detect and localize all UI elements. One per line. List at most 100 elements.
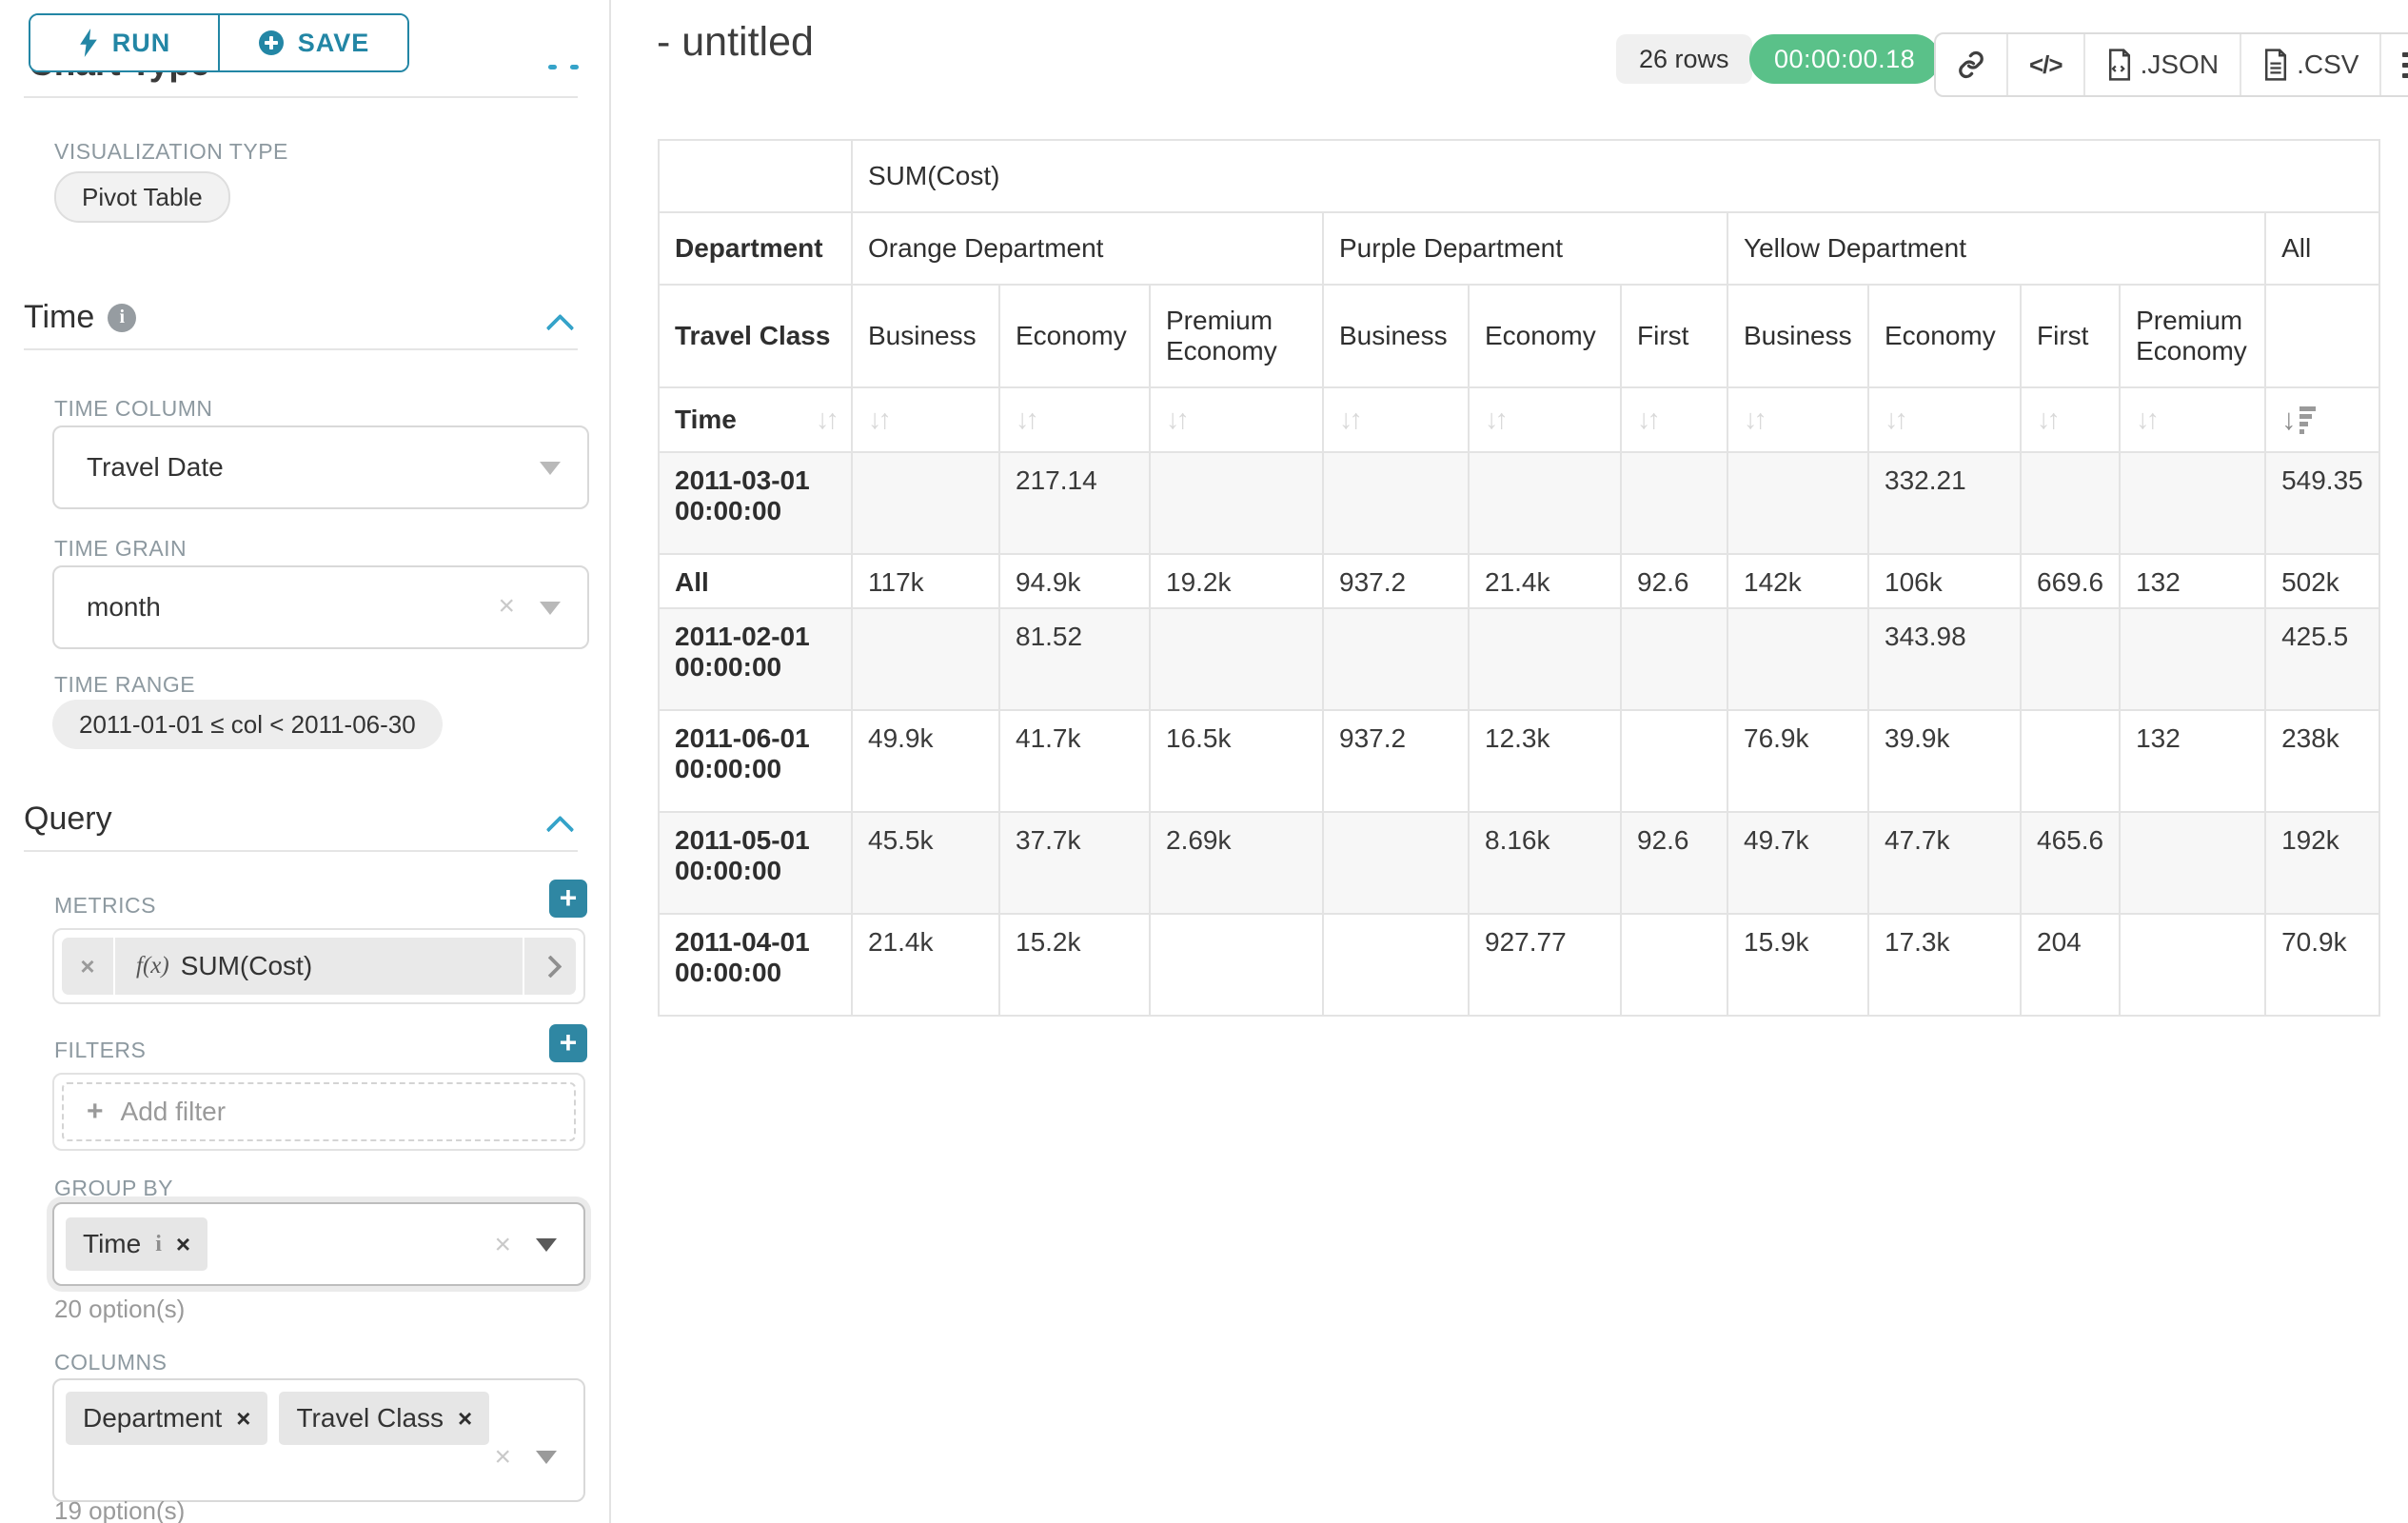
pivot-value-cell: 106k [1867, 553, 2022, 609]
travel-class-header-cell: Business [1322, 284, 1470, 388]
row-header-cell: 2011-05-01 00:00:00 [658, 811, 853, 915]
export-csv-button[interactable]: .CSV [2240, 34, 2379, 95]
add-filter-plus-button[interactable] [549, 1024, 587, 1062]
sort-icon[interactable]: ↓↑ [1485, 404, 1509, 435]
save-button[interactable]: SAVE [218, 15, 407, 70]
pivot-value-cell [1727, 607, 1869, 711]
sort-icon[interactable]: ↓↑ [1744, 404, 1767, 435]
group-by-label: GROUP BY [54, 1176, 173, 1200]
time-column-select[interactable]: Travel Date [52, 425, 589, 509]
sort-header-cell[interactable]: ↓↑ [1322, 386, 1470, 453]
pivot-value-cell [1727, 451, 1869, 555]
pivot-value-cell: 37.7k [998, 811, 1151, 915]
sort-icon[interactable]: ↓↑ [2037, 404, 2061, 435]
export-json-button[interactable]: .JSON [2082, 34, 2240, 95]
sort-header-cell[interactable]: ↓↑ [1149, 386, 1324, 453]
sort-header-cell[interactable]: ↓↑ [1468, 386, 1622, 453]
sort-icon[interactable]: ↓↑ [1339, 404, 1363, 435]
sort-icon[interactable]: ↓↑ [2136, 404, 2160, 435]
pivot-value-cell: 41.7k [998, 709, 1151, 813]
chevron-up-icon[interactable] [545, 815, 575, 844]
department-header-cell: Purple Department [1322, 211, 1728, 286]
remove-chip-icon[interactable] [458, 1404, 472, 1434]
sort-header-cell[interactable]: ↓↑ [2119, 386, 2267, 453]
pivot-table-container: SUM(Cost) Department Orange Department Purp… [658, 139, 2380, 1017]
travel-class-header-cell: Economy [1867, 284, 2022, 388]
time-range-pill[interactable]: 2011-01-01 ≤ col < 2011-06-30 [52, 700, 443, 749]
remove-chip-icon[interactable] [176, 1230, 190, 1259]
export-toolbar: </> .JSON .CSV [1934, 32, 2408, 97]
remove-metric-icon[interactable] [62, 938, 115, 995]
group-by-chip[interactable]: Time [66, 1217, 208, 1271]
metric-pill[interactable]: f(x) SUM(Cost) [62, 938, 576, 995]
pivot-table-body: 2011-03-01 00:00:00 217.14 332.21 549.35 All… [658, 451, 2380, 1017]
metric-content: f(x) SUM(Cost) [115, 938, 523, 995]
sort-header-cell[interactable]: ↓↑ [998, 386, 1151, 453]
more-options-button[interactable] [2379, 34, 2408, 95]
sort-header-cell[interactable]: ↓↑ [2019, 386, 2122, 453]
sort-icon[interactable]: ↓↑ [816, 404, 839, 435]
travel-class-header-cell: First [1620, 284, 1728, 388]
sort-icon[interactable]: ↓↑ [1637, 404, 1661, 435]
pivot-value-cell: 142k [1727, 553, 1869, 609]
row-dimension-label: Time ↓↑ [658, 386, 853, 453]
clear-x-icon[interactable]: × [498, 590, 515, 622]
add-filter-button[interactable]: Add filter [62, 1082, 576, 1141]
add-metric-button[interactable] [549, 880, 587, 918]
clear-x-icon[interactable]: × [494, 1229, 511, 1260]
pivot-value-cell: 117k [851, 553, 1000, 609]
time-grain-select[interactable]: month × [52, 565, 589, 649]
columns-select[interactable]: Department Travel Class × [52, 1378, 585, 1502]
function-icon: f(x) [136, 953, 169, 979]
pivot-value-cell: 16.5k [1149, 709, 1324, 813]
visualization-type-pill[interactable]: Pivot Table [54, 171, 230, 223]
row-header-cell: 2011-04-01 00:00:00 [658, 913, 853, 1017]
panel-divider [609, 0, 611, 1523]
pivot-value-cell [1468, 451, 1622, 555]
metric-expand-segment[interactable] [523, 938, 576, 995]
pivot-value-cell [1322, 913, 1470, 1017]
query-section-heading: Query [24, 801, 112, 838]
info-icon [155, 1232, 162, 1257]
metric-value: SUM(Cost) [180, 951, 313, 980]
pivot-value-cell: 238k [2264, 709, 2380, 813]
sort-desc-icon[interactable]: ↓ [2281, 403, 2316, 437]
pivot-value-cell: 49.7k [1727, 811, 1869, 915]
sort-icon[interactable]: ↓↑ [1885, 404, 1908, 435]
pivot-value-cell: 549.35 [2264, 451, 2380, 555]
travel-class-header-cell: Economy [1468, 284, 1622, 388]
clear-x-icon[interactable]: × [494, 1441, 511, 1473]
sort-header-cell[interactable]: ↓↑ [851, 386, 1000, 453]
pivot-value-cell: 927.77 [1468, 913, 1622, 1017]
sort-header-cell[interactable]: ↓↑ [1867, 386, 2022, 453]
embed-code-button[interactable]: </> [2006, 34, 2083, 95]
pivot-value-cell [1149, 451, 1324, 555]
sort-header-cell[interactable]: ↓↑ [1620, 386, 1728, 453]
copy-link-button[interactable] [1936, 34, 2006, 95]
travel-class-header-row: Travel Class Business Economy Premium Econo… [658, 284, 2380, 388]
chevron-up-icon[interactable] [545, 313, 575, 343]
row-header-cell: 2011-03-01 00:00:00 [658, 451, 853, 555]
columns-chip[interactable]: Department [66, 1392, 268, 1445]
column-dimension-label: Travel Class [658, 284, 853, 388]
sort-icon[interactable]: ↓↑ [1166, 404, 1190, 435]
columns-chip-label: Department [83, 1403, 223, 1433]
travel-class-header-cell: Premium Economy [2119, 284, 2267, 388]
section-divider [24, 348, 578, 350]
sort-header-cell[interactable]: ↓↑ [1727, 386, 1869, 453]
run-button[interactable]: RUN [30, 15, 218, 70]
chart-title: - untitled [657, 19, 814, 65]
pivot-value-cell [2119, 607, 2267, 711]
pivot-data-row: 2011-03-01 00:00:00 217.14 332.21 549.35 [658, 451, 2380, 555]
sort-icon[interactable]: ↓↑ [1016, 404, 1039, 435]
columns-chip[interactable]: Travel Class [279, 1392, 490, 1445]
metric-header-cell: SUM(Cost) [851, 139, 2380, 213]
pivot-value-cell [1149, 913, 1324, 1017]
sort-icon[interactable]: ↓↑ [868, 404, 892, 435]
pivot-value-cell: 70.9k [2264, 913, 2380, 1017]
remove-chip-icon[interactable] [236, 1404, 250, 1434]
time-range-label: TIME RANGE [54, 672, 196, 697]
group-by-select[interactable]: Time × [52, 1202, 585, 1286]
travel-class-header-cell: Business [851, 284, 1000, 388]
sort-header-cell[interactable]: ↓ [2264, 386, 2380, 453]
